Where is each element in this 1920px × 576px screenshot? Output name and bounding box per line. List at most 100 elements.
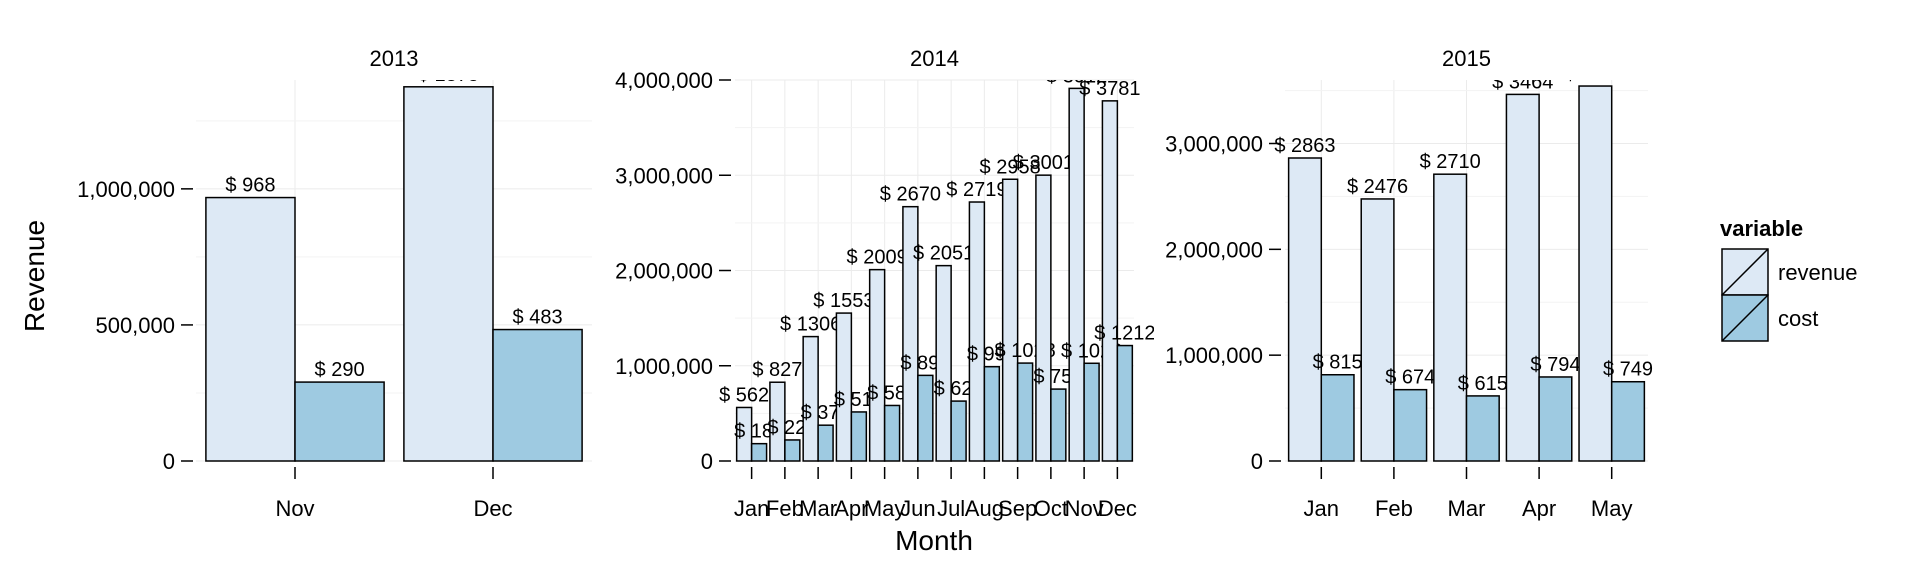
bar-label-revenue-Nov: $ 968 (225, 175, 275, 197)
bar-label-cost-Feb: $ 674 (1385, 367, 1435, 389)
bar-label-cost-May: $ 749 (1603, 359, 1653, 381)
bar-label-revenue-May: $ 3543 (1565, 63, 1626, 85)
bars: $ 2863 $ 815 $ 2476 $ 674 $ 2710 $ 615 $ 3464 $… (1274, 63, 1653, 462)
bar-cost-Dec (1116, 344, 1134, 462)
bar-revenue-Jan (1287, 157, 1323, 462)
bar-label-cost-Nov: $ 290 (315, 359, 365, 381)
bar-label-cost-Mar: $ 615 (1458, 373, 1508, 395)
y-tick-label: 3,000,000 (615, 163, 713, 188)
y-tick-label: 2,000,000 (1165, 237, 1263, 262)
legend-label-revenue: revenue (1778, 260, 1858, 285)
bar-label-revenue-Aug: $ 2719 (946, 179, 1007, 201)
bar-revenue-Apr (835, 312, 853, 462)
bar-revenue-Nov (205, 196, 296, 462)
bar-label-revenue-Jan: $ 2863 (1274, 135, 1335, 157)
x-tick-label: Mar (1448, 496, 1486, 521)
bar-revenue-May (868, 268, 886, 462)
y-tick-label: 0 (1251, 449, 1263, 474)
bar-cost-Feb (784, 439, 801, 462)
bar-revenue-Sep (1001, 178, 1019, 462)
y-tick-label: 3,000,000 (1165, 132, 1263, 157)
facet-title: 2015 (1442, 46, 1491, 71)
x-tick-label: Mar (799, 496, 837, 521)
bar-label-revenue-Sep: $ 2958 (980, 156, 1041, 178)
bar-revenue-Aug (968, 201, 986, 462)
panel-2014: 0 1,000,000 2,000,000 3,000,000 4,000,000 201… (615, 46, 1155, 521)
bar-cost-Jun (917, 374, 934, 462)
y-tick-label: 4,000,000 (615, 68, 713, 93)
bars: $ 562$ 182$ 827$ 221$ 1306$ 376$ 1553$ 5… (719, 65, 1155, 462)
bar-label-revenue-Dec: $ 3781 (1079, 78, 1140, 100)
x-tick-label: Apr (834, 496, 868, 521)
x-tick-label: May (864, 496, 906, 521)
bar-revenue-Feb (1360, 198, 1395, 462)
bar-revenue-Jul (935, 264, 952, 462)
bar-cost-Apr (1538, 376, 1573, 462)
bar-label-cost-Apr: $ 794 (1530, 354, 1580, 376)
bar-revenue-Oct (1035, 174, 1052, 462)
bar-label-cost-Dec: $ 483 (513, 307, 563, 329)
bar-cost-May (883, 404, 901, 462)
bar-label-revenue-Apr: $ 1553 (813, 290, 874, 312)
x-tick-label: May (1591, 496, 1633, 521)
bar-cost-Aug (983, 365, 1001, 462)
bar-cost-Nov (1083, 362, 1100, 462)
x-tick-label: Jun (900, 496, 935, 521)
bar-label-revenue-Feb: $ 827 (752, 359, 802, 381)
x-tick-label: Jan (734, 496, 769, 521)
bar-cost-Jul (950, 400, 967, 462)
x-tick-label: Nov (275, 496, 314, 521)
facet-title: 2014 (910, 46, 959, 71)
bar-cost-Oct (1050, 388, 1067, 462)
legend: variable revenue cost (1720, 216, 1858, 342)
bar-label-cost-Jan: $ 815 (1313, 352, 1363, 374)
bar-revenue-Apr (1505, 93, 1540, 462)
bar-label-revenue-Jun: $ 2670 (880, 184, 941, 206)
chart-panels: 0 500,000 1,000,000 2013 $ 968 $ 290 $ 1375 $ 4… (77, 46, 1653, 521)
bar-cost-Jan (1320, 373, 1355, 462)
legend-label-cost: cost (1778, 306, 1818, 331)
x-tick-label: Feb (766, 496, 804, 521)
bar-cost-Apr (850, 411, 868, 462)
bar-label-revenue-Oct: $ 3001 (1013, 152, 1074, 174)
x-tick-label: Aug (965, 496, 1004, 521)
y-tick-label: 1,000,000 (77, 177, 175, 202)
y-tick-label: 500,000 (95, 313, 175, 338)
x-tick-label: Apr (1522, 496, 1556, 521)
bar-cost-Dec (492, 328, 583, 462)
bar-cost-Feb (1393, 388, 1428, 462)
bar-revenue-Nov (1068, 87, 1085, 462)
x-tick-label: Dec (473, 496, 512, 521)
bar-revenue-Jan (735, 406, 753, 462)
x-tick-label: Oct (1034, 496, 1068, 521)
y-tick-label: 0 (163, 449, 175, 474)
facet-title: 2013 (370, 46, 419, 71)
x-tick-label: Feb (1375, 496, 1413, 521)
legend-title: variable (1720, 216, 1803, 241)
x-tick-label: Dec (1098, 496, 1137, 521)
y-tick-label: 0 (701, 449, 713, 474)
bar-label-revenue-Apr: $ 3464 (1492, 71, 1553, 93)
panel-2013: 0 500,000 1,000,000 2013 $ 968 $ 290 $ 1375 $ 4… (77, 46, 592, 521)
bar-revenue-Mar (802, 335, 819, 462)
y-tick-label: 1,000,000 (615, 354, 713, 379)
x-tick-label: Jul (937, 496, 965, 521)
bar-label-revenue-Feb: $ 2476 (1347, 176, 1408, 198)
y-tick-label: 2,000,000 (615, 259, 713, 284)
bar-revenue-Mar (1433, 173, 1468, 462)
legend-key-slash (1721, 248, 1769, 296)
bar-label-cost-Dec: $ 1212 (1094, 323, 1155, 345)
y-axis-title: Revenue (19, 220, 50, 332)
bar-label-revenue-Mar: $ 1306 (780, 314, 841, 336)
bar-revenue-Feb (769, 381, 786, 462)
x-tick-label: Jan (1304, 496, 1339, 521)
bar-label-revenue-Mar: $ 2710 (1420, 151, 1481, 173)
bar-revenue-May (1578, 85, 1613, 462)
bar-cost-Nov (294, 381, 385, 462)
bar-label-revenue-Nov: $ 3912 (1046, 65, 1107, 87)
bar-revenue-Dec (1101, 100, 1119, 462)
bar-label-revenue-Jan: $ 562 (719, 384, 769, 406)
bar-cost-May (1610, 380, 1646, 462)
